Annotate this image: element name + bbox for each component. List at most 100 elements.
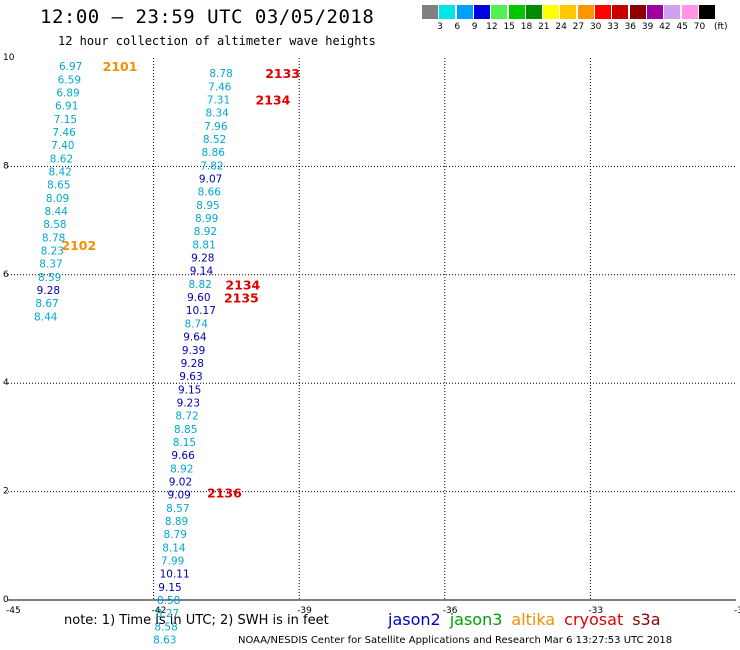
- legend-label: 9: [471, 22, 478, 32]
- legend-swatch: [698, 5, 715, 19]
- axis-tick-labels: -45 -42 -39 -36 -33 -30 0 2 4 6 8 10: [3, 53, 740, 616]
- wave-height-value: 7.15: [54, 114, 77, 126]
- legend-label: 21: [538, 22, 550, 32]
- legend-swatch: [681, 5, 698, 19]
- satellite-name-jason3: jason3: [449, 610, 503, 629]
- wave-height-value: 8.58: [43, 219, 66, 231]
- legend-swatch: [612, 5, 629, 19]
- legend-label: 18: [520, 22, 533, 32]
- wave-height-value: 9.07: [199, 174, 222, 186]
- wave-height-value: 7.46: [208, 81, 232, 93]
- wave-height-value: 7.99: [161, 555, 184, 567]
- wave-height-value: 8.74: [185, 318, 209, 330]
- legend-label: 3: [437, 22, 443, 32]
- wave-height-value: 8.62: [50, 153, 73, 165]
- satellite-legend: jason2 jason3 altika cryosat s3a: [388, 610, 670, 629]
- wave-height-value: 8.58: [154, 621, 177, 633]
- lat-tick-label: 8: [3, 161, 9, 171]
- wave-height-value: 8.23: [41, 246, 64, 258]
- legend-swatch: [560, 5, 577, 19]
- wave-height-value: 8.44: [34, 311, 58, 323]
- pass-number: 2133: [265, 66, 300, 81]
- credit-line: NOAA/NESDIS Center for Satellite Applica…: [238, 635, 673, 646]
- legend-swatch: [491, 5, 508, 19]
- wave-height-value: 7.96: [204, 121, 228, 133]
- satellite-name-jason2: jason2: [388, 610, 441, 629]
- legend-swatch: [646, 5, 663, 19]
- legend-label: 12: [486, 22, 498, 32]
- legend-label: 36: [624, 22, 637, 32]
- wave-height-value: 8.63: [153, 635, 176, 647]
- wave-height-value: 7.31: [207, 95, 230, 107]
- wave-height-value: 9.28: [191, 253, 214, 265]
- legend-label: 33: [607, 22, 619, 32]
- wave-height-value: 8.59: [38, 272, 61, 284]
- wave-height-value: 6.89: [56, 87, 79, 99]
- wave-height-value: 8.09: [46, 193, 69, 205]
- legend-swatch: [439, 5, 456, 19]
- satellite-name-s3a: s3a: [632, 610, 661, 629]
- legend-swatch: [595, 5, 611, 19]
- wave-height-value: 10.11: [160, 569, 190, 581]
- lon-tick-label: -39: [297, 606, 312, 616]
- pass-number: 2101: [103, 59, 138, 74]
- wave-height-value: 9.39: [182, 345, 205, 357]
- lat-lon-grid: [8, 58, 736, 601]
- wave-height-value: 8.44: [45, 206, 69, 218]
- wave-height-value: 8.72: [175, 411, 198, 423]
- wave-height-value: 8.82: [188, 279, 211, 291]
- legend-swatch: [577, 5, 594, 19]
- wave-height-value: 8.66: [198, 187, 222, 199]
- wave-height-value: 8.58: [157, 595, 180, 607]
- pass-number: 2102: [61, 238, 96, 253]
- lon-tick-label: -36: [443, 606, 458, 616]
- wave-height-value: 8.99: [195, 213, 218, 225]
- wave-height-value: 7.46: [52, 127, 76, 139]
- wave-height-value: 8.79: [164, 529, 187, 541]
- wave-height-value: 8.52: [203, 134, 226, 146]
- wave-height-value: 8.37: [39, 259, 62, 271]
- wave-height-value: 8.67: [35, 298, 58, 310]
- wave-height-value: 9.15: [178, 384, 201, 396]
- wave-height-value: 8.57: [166, 503, 189, 515]
- legend-label: 27: [572, 22, 585, 32]
- wave-height-value: 9.64: [183, 332, 207, 344]
- wave-height-value: 8.92: [194, 226, 217, 238]
- wave-height-value: 8.27: [156, 608, 179, 620]
- wave-height-values: 6.976.596.896.917.157.467.408.628.428.65…: [34, 61, 233, 646]
- wave-height-value: 10.17: [186, 305, 216, 317]
- wave-height-value: 8.65: [47, 180, 70, 192]
- lat-tick-label: 6: [3, 270, 9, 280]
- wave-height-value: 8.95: [196, 200, 219, 212]
- wave-height-value: 8.78: [209, 68, 232, 80]
- wave-height-value: 9.14: [190, 266, 214, 278]
- wave-height-value: 8.34: [205, 108, 229, 120]
- lat-tick-label: 10: [3, 53, 15, 63]
- wave-height-value: 8.15: [173, 437, 196, 449]
- lon-tick-label: -45: [6, 606, 21, 616]
- wave-height-value: 8.85: [174, 424, 197, 436]
- wave-height-value: 8.92: [170, 463, 193, 475]
- wave-height-value: 6.97: [59, 61, 82, 73]
- wave-height-value: 8.89: [165, 516, 188, 528]
- wave-height-value: 7.82: [200, 160, 223, 172]
- legend-swatch: [525, 5, 542, 19]
- legend-swatch: [664, 5, 681, 19]
- legend-swatch: [456, 5, 473, 19]
- lon-tick-label: -42: [152, 606, 167, 616]
- pass-number: 2136: [207, 486, 242, 501]
- legend-label: 6: [454, 22, 461, 32]
- legend-label: 15: [503, 22, 515, 32]
- legend-label: 45: [676, 22, 688, 32]
- legend-unit-label: (ft): [714, 22, 728, 32]
- legend-label: 42: [659, 22, 671, 32]
- wave-height-value: 9.23: [177, 397, 200, 409]
- legend-swatch: [543, 5, 560, 19]
- wave-height-value: 9.15: [158, 582, 181, 594]
- map-title: 12:00 — 23:59 UTC 03/05/2018: [40, 6, 375, 28]
- wave-height-value: 8.81: [192, 239, 215, 251]
- lat-tick-label: 0: [3, 595, 9, 605]
- wave-height-value: 9.60: [187, 292, 210, 304]
- legend-label: 30: [589, 22, 602, 32]
